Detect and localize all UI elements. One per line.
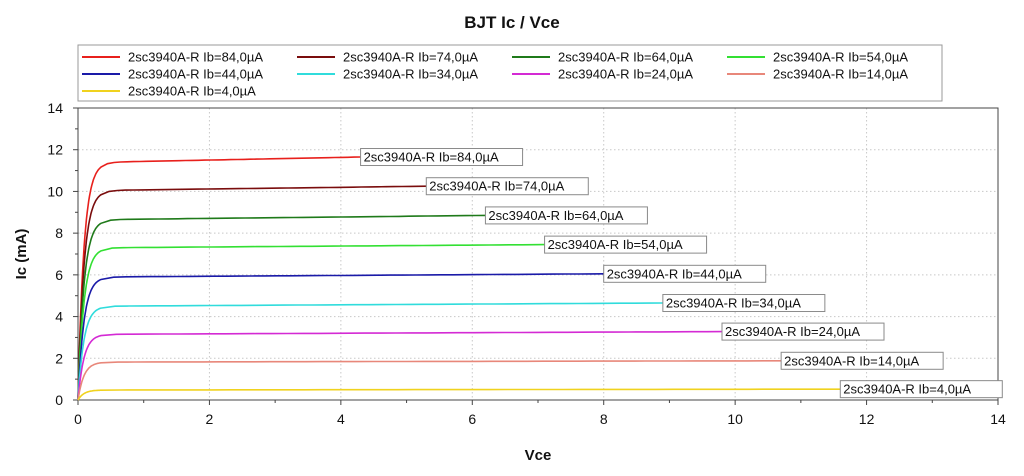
legend-label: 2sc3940A-R Ib=34,0µA — [343, 67, 478, 82]
y-tick-label: 12 — [47, 142, 63, 158]
x-tick-label: 0 — [74, 411, 82, 427]
legend-entry: 2sc3940A-R Ib=4,0µA — [82, 84, 256, 99]
series-line — [77, 185, 427, 401]
legend-frame — [77, 44, 943, 102]
series-line — [77, 360, 782, 401]
x-axis-title: Vce — [525, 447, 552, 464]
end-label-box — [662, 294, 826, 313]
end-label-text: 2sc3940A-R Ib=44,0µA — [607, 266, 742, 281]
legend-label: 2sc3940A-R Ib=4,0µA — [128, 84, 256, 99]
end-label-text: 2sc3940A-R Ib=14,0µA — [784, 353, 919, 368]
series-lines — [77, 156, 841, 401]
x-axis: 0 2 4 6 8 10 12 14 — [74, 400, 1006, 427]
y-tick-label: 4 — [55, 309, 63, 325]
end-label-text: 2sc3940A-R Ib=4,0µA — [843, 382, 971, 397]
y-tick-label: 10 — [47, 183, 63, 199]
end-label-box — [484, 206, 648, 225]
end-label-box — [721, 322, 885, 341]
legend-entry: 2sc3940A-R Ib=24,0µA — [512, 67, 693, 82]
end-label-box — [544, 235, 708, 254]
x-tick-label: 6 — [468, 411, 476, 427]
y-tick-label: 2 — [55, 350, 63, 366]
end-label-text: 2sc3940A-R Ib=64,0µA — [488, 208, 623, 223]
legend-label: 2sc3940A-R Ib=64,0µA — [558, 50, 693, 65]
x-tick-label: 2 — [206, 411, 214, 427]
end-label-box — [603, 264, 767, 283]
end-label-box — [839, 380, 1003, 399]
legend-entry: 2sc3940A-R Ib=84,0µA — [82, 50, 263, 65]
end-label-text: 2sc3940A-R Ib=54,0µA — [548, 237, 683, 252]
series-line — [77, 388, 841, 401]
legend-label: 2sc3940A-R Ib=44,0µA — [128, 67, 263, 82]
end-label-box — [360, 148, 524, 167]
end-label: 2sc3940A-R Ib=84,0µA — [360, 148, 524, 167]
legend-entry: 2sc3940A-R Ib=74,0µA — [297, 50, 478, 65]
x-tick-label: 10 — [727, 411, 743, 427]
legend-label: 2sc3940A-R Ib=54,0µA — [773, 50, 908, 65]
end-label: 2sc3940A-R Ib=54,0µA — [544, 235, 708, 254]
y-tick-label: 0 — [55, 392, 63, 408]
legend-label: 2sc3940A-R Ib=14,0µA — [773, 67, 908, 82]
series-line — [77, 214, 486, 401]
chart-title: BJT Ic / Vce — [464, 13, 559, 32]
series-line — [77, 330, 723, 401]
legend-entry: 2sc3940A-R Ib=44,0µA — [82, 67, 263, 82]
y-axis: 0 2 4 6 8 10 12 14 — [47, 100, 78, 408]
series-line — [77, 273, 604, 401]
end-label: 2sc3940A-R Ib=14,0µA — [780, 351, 944, 370]
series-line — [77, 156, 361, 401]
series-line — [77, 243, 545, 401]
legend-label: 2sc3940A-R Ib=84,0µA — [128, 50, 263, 65]
end-label: 2sc3940A-R Ib=74,0µA — [425, 177, 589, 196]
legend-entry: 2sc3940A-R Ib=64,0µA — [512, 50, 693, 65]
y-tick-label: 14 — [47, 100, 63, 116]
y-tick-label: 6 — [55, 267, 63, 283]
legend-entry: 2sc3940A-R Ib=54,0µA — [727, 50, 908, 65]
end-label: 2sc3940A-R Ib=64,0µA — [484, 206, 648, 225]
end-label-text: 2sc3940A-R Ib=84,0µA — [364, 150, 499, 165]
end-label-text: 2sc3940A-R Ib=34,0µA — [666, 296, 801, 311]
end-label: 2sc3940A-R Ib=34,0µA — [662, 294, 826, 313]
y-axis-title: Ic (mA) — [13, 229, 30, 280]
x-tick-label: 14 — [990, 411, 1006, 427]
end-label-text: 2sc3940A-R Ib=74,0µA — [429, 179, 564, 194]
end-label-box — [425, 177, 589, 196]
series-line — [77, 302, 663, 401]
end-label: 2sc3940A-R Ib=24,0µA — [721, 322, 885, 341]
x-tick-label: 12 — [859, 411, 875, 427]
legend: 2sc3940A-R Ib=84,0µA 2sc3940A-R Ib=74,0µA… — [77, 44, 943, 102]
end-labels: 2sc3940A-R Ib=84,0µA 2sc3940A-R Ib=74,0µA… — [360, 148, 1003, 399]
y-tick-label: 8 — [55, 225, 63, 241]
legend-entry: 2sc3940A-R Ib=14,0µA — [727, 67, 908, 82]
end-label: 2sc3940A-R Ib=44,0µA — [603, 264, 767, 283]
end-label: 2sc3940A-R Ib=4,0µA — [839, 380, 1003, 399]
legend-label: 2sc3940A-R Ib=74,0µA — [343, 50, 478, 65]
x-tick-label: 4 — [337, 411, 345, 427]
legend-label: 2sc3940A-R Ib=24,0µA — [558, 67, 693, 82]
end-label-text: 2sc3940A-R Ib=24,0µA — [725, 324, 860, 339]
x-tick-label: 8 — [600, 411, 608, 427]
end-label-box — [780, 351, 944, 370]
legend-entry: 2sc3940A-R Ib=34,0µA — [297, 67, 478, 82]
